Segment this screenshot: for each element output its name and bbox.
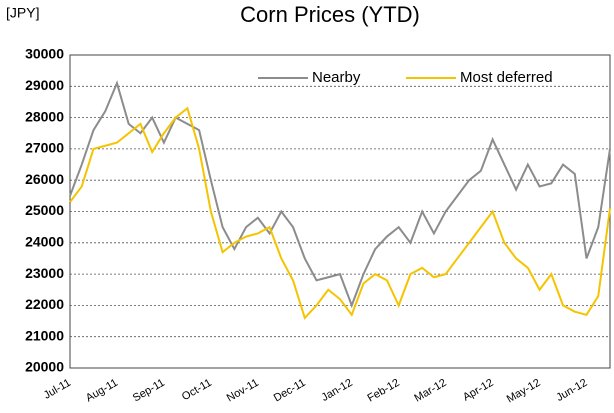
series-line [69, 80, 611, 309]
y-tick-label: 29000 [25, 77, 64, 93]
legend-label: Nearby [312, 69, 361, 86]
chart-title: Corn Prices (YTD) [240, 2, 420, 27]
y-tick-label: 30000 [25, 46, 64, 62]
x-tick-label: Mar-12 [412, 377, 448, 405]
y-tick-label: 25000 [25, 202, 64, 218]
y-tick-label: 28000 [25, 108, 64, 124]
x-tick-label: May-12 [505, 377, 543, 406]
y-tick-label: 20000 [25, 359, 64, 375]
y-axis-label: [JPY] [6, 5, 39, 21]
x-tick-label: Nov-11 [225, 377, 261, 405]
x-tick-label: Aug-11 [84, 377, 120, 405]
y-tick-label: 21000 [25, 327, 64, 343]
x-tick-label: Jun-12 [554, 377, 589, 404]
y-tick-label: 27000 [25, 140, 64, 156]
x-tick-label: Oct-11 [180, 377, 214, 403]
y-tick-label: 24000 [25, 234, 64, 250]
x-tick-label: Apr-12 [461, 377, 496, 404]
y-tick-label: 23000 [25, 265, 64, 281]
x-tick-label: Sep-11 [131, 377, 167, 405]
series-line [69, 106, 611, 320]
x-tick-label: Dec-11 [272, 377, 308, 405]
x-tick-label: Jul-11 [42, 377, 73, 402]
legend-label: Most deferred [460, 69, 553, 86]
x-tick-label: Feb-12 [365, 377, 401, 405]
y-tick-label: 22000 [25, 296, 64, 312]
y-tick-label: 26000 [25, 171, 64, 187]
x-tick-label: Jan-12 [320, 377, 355, 404]
